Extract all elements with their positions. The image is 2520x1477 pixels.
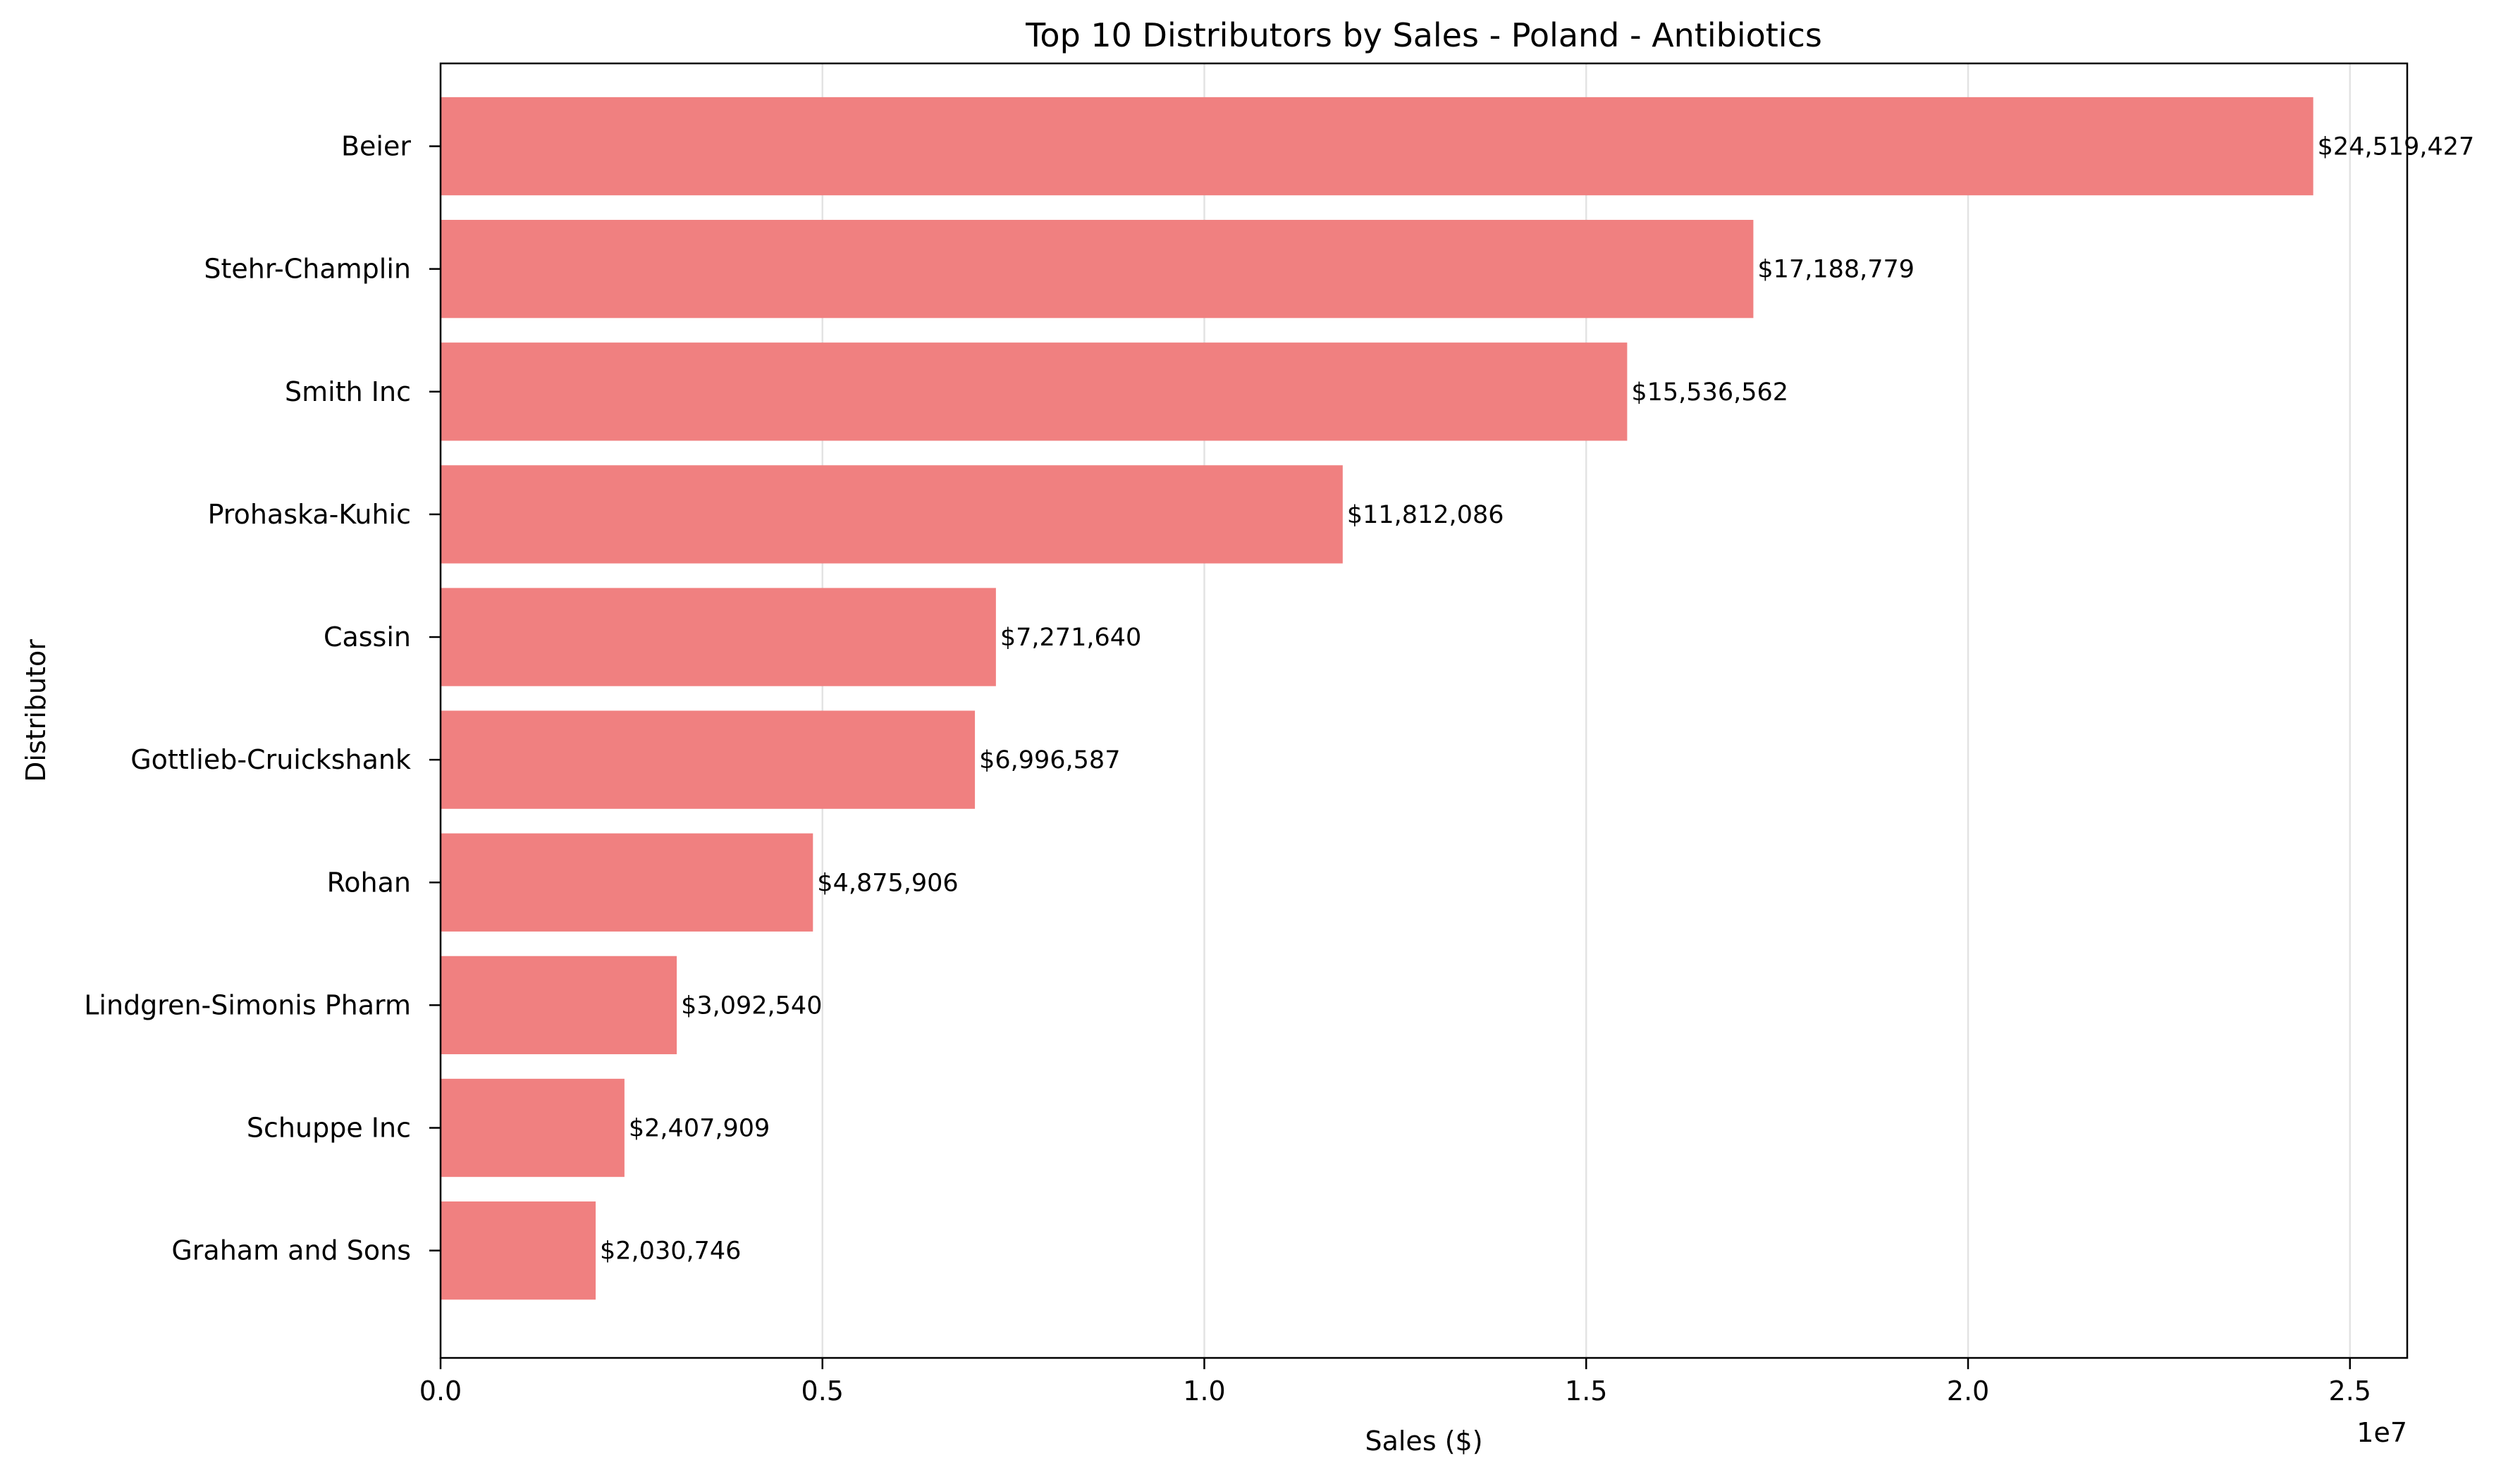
y-tick-label: Gottlieb-Cruickshank <box>130 744 411 775</box>
bar <box>441 342 1628 441</box>
bar-value-label: $4,875,906 <box>817 869 958 897</box>
bar <box>441 956 677 1055</box>
bar-value-label: $15,536,562 <box>1631 378 1788 407</box>
chart-title: Top 10 Distributors by Sales - Poland - … <box>1025 16 1822 54</box>
bar <box>441 710 976 809</box>
data-labels: $24,519,427 $17,188,779 $15,536,562 $11,812… <box>600 133 2474 1266</box>
bar-value-label: $2,030,746 <box>600 1237 741 1266</box>
bar-value-label: $7,271,640 <box>1000 624 1141 652</box>
y-axis-label: Distributor <box>20 639 51 782</box>
bar <box>441 833 813 932</box>
x-tick-label: 1.0 <box>1183 1376 1225 1407</box>
bar-value-label: $11,812,086 <box>1347 501 1504 529</box>
y-tick-label: Rohan <box>327 867 411 898</box>
x-tick-label: 1.5 <box>1565 1376 1607 1407</box>
bar <box>441 588 996 686</box>
x-tick-label: 2.5 <box>2329 1376 2371 1407</box>
y-tick-label: Schuppe Inc <box>247 1113 411 1144</box>
bar-value-label: $17,188,779 <box>1757 256 1914 284</box>
y-tick-label: Stehr-Champlin <box>204 254 411 285</box>
x-axis-label: Sales ($) <box>1365 1426 1482 1457</box>
bar <box>441 220 1754 319</box>
x-tick-label: 0.5 <box>801 1376 844 1407</box>
x-axis-ticks: 0.0 0.5 1.0 1.5 2.0 2.5 <box>419 1358 2371 1407</box>
y-tick-label: Graham and Sons <box>171 1235 411 1266</box>
y-tick-label: Smith Inc <box>285 376 411 407</box>
bar <box>441 1201 596 1300</box>
y-tick-label: Beier <box>341 131 411 162</box>
bar-value-label: $6,996,587 <box>979 746 1120 774</box>
y-tick-label: Prohaska-Kuhic <box>208 499 411 530</box>
bar-value-label: $3,092,540 <box>681 991 822 1020</box>
y-axis-ticks: Beier Stehr-Champlin Smith Inc Prohaska-Kuh… <box>84 131 441 1266</box>
plot-frame <box>439 62 2409 1359</box>
x-tick-label: 0.0 <box>419 1376 462 1407</box>
bar-value-label: $2,407,909 <box>629 1115 770 1143</box>
y-tick-label: Cassin <box>324 622 411 653</box>
x-tick-label: 2.0 <box>1947 1376 1989 1407</box>
x-axis-offset-label: 1e7 <box>2356 1417 2407 1448</box>
bar <box>441 1078 625 1178</box>
bars <box>441 97 2313 1300</box>
bar <box>441 97 2313 196</box>
bar <box>441 465 1343 564</box>
bar-value-label: $24,519,427 <box>2318 133 2475 161</box>
y-tick-label: Lindgren-Simonis Pharm <box>84 989 411 1020</box>
